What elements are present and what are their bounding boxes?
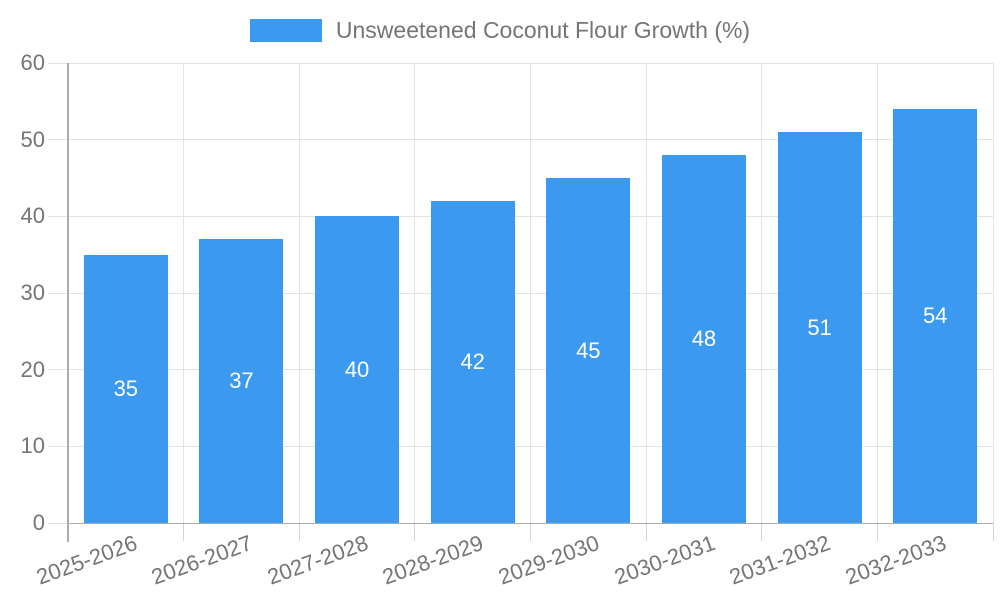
y-tick-label: 40 [20, 203, 45, 229]
y-tick-label: 10 [20, 433, 45, 459]
gridline-vertical [183, 63, 185, 523]
gridline-vertical [645, 63, 647, 523]
axis-tick [530, 523, 531, 541]
gridline-horizontal [48, 215, 993, 217]
axis-tick [414, 523, 416, 541]
legend-item[interactable]: Unsweetened Coconut Flour Growth (%) [249, 17, 751, 44]
gridline-horizontal [48, 369, 993, 371]
bar: 48 [661, 155, 746, 523]
bar: 54 [893, 109, 978, 523]
x-tick-label: 2030-2031 [610, 530, 719, 590]
gridline-vertical [414, 63, 416, 523]
bar: 40 [315, 216, 400, 523]
bar-value-label: 51 [807, 314, 832, 340]
y-tick-label: 30 [20, 280, 45, 305]
x-tick-label: 2026-2027 [148, 530, 256, 590]
gridline-vertical [992, 63, 994, 523]
gridline-vertical [761, 63, 763, 523]
axis-tick [48, 522, 68, 524]
bar-value-label: 35 [113, 375, 139, 401]
x-tick-label: 2032-2033 [841, 530, 950, 590]
x-axis-line [68, 522, 993, 524]
legend-swatch [249, 19, 322, 42]
bar-value-label: 42 [460, 349, 485, 374]
y-tick-label: 0 [32, 510, 45, 535]
y-tick-label: 60 [20, 50, 45, 75]
x-tick-label: 2031-2032 [726, 530, 834, 590]
bar: 35 [83, 254, 168, 523]
axis-tick [298, 523, 300, 541]
gridline-horizontal [48, 139, 993, 141]
gridline-vertical [298, 63, 300, 523]
bar: 51 [777, 132, 862, 523]
axis-tick [645, 523, 647, 541]
x-tick-label: 2028-2029 [379, 530, 487, 590]
bar-value-label: 54 [922, 303, 948, 328]
legend: Unsweetened Coconut Flour Growth (%) [0, 17, 1000, 44]
bar-value-label: 40 [344, 356, 370, 382]
y-axis-line [67, 63, 69, 542]
y-tick-label: 20 [20, 356, 45, 382]
legend-label: Unsweetened Coconut Flour Growth (%) [335, 17, 751, 43]
axis-tick [183, 523, 185, 541]
axis-tick [761, 523, 763, 541]
bar-value-label: 45 [576, 337, 601, 363]
gridline-horizontal [48, 62, 993, 64]
y-tick-label: 50 [20, 126, 45, 152]
axis-tick [876, 523, 878, 541]
gridline-vertical [530, 63, 531, 523]
bar: 45 [546, 178, 631, 523]
bar-value-label: 37 [229, 368, 254, 394]
bar: 42 [430, 201, 515, 523]
bar-value-label: 48 [691, 326, 717, 351]
gridline-horizontal [48, 445, 993, 447]
x-tick-label: 2029-2030 [495, 530, 603, 590]
x-tick-label: 2027-2028 [263, 530, 372, 590]
bar: 37 [199, 239, 284, 523]
axis-tick [992, 523, 994, 541]
gridline-vertical [876, 63, 878, 523]
x-tick-label: 2025-2026 [32, 530, 141, 590]
gridline-horizontal [48, 292, 993, 294]
